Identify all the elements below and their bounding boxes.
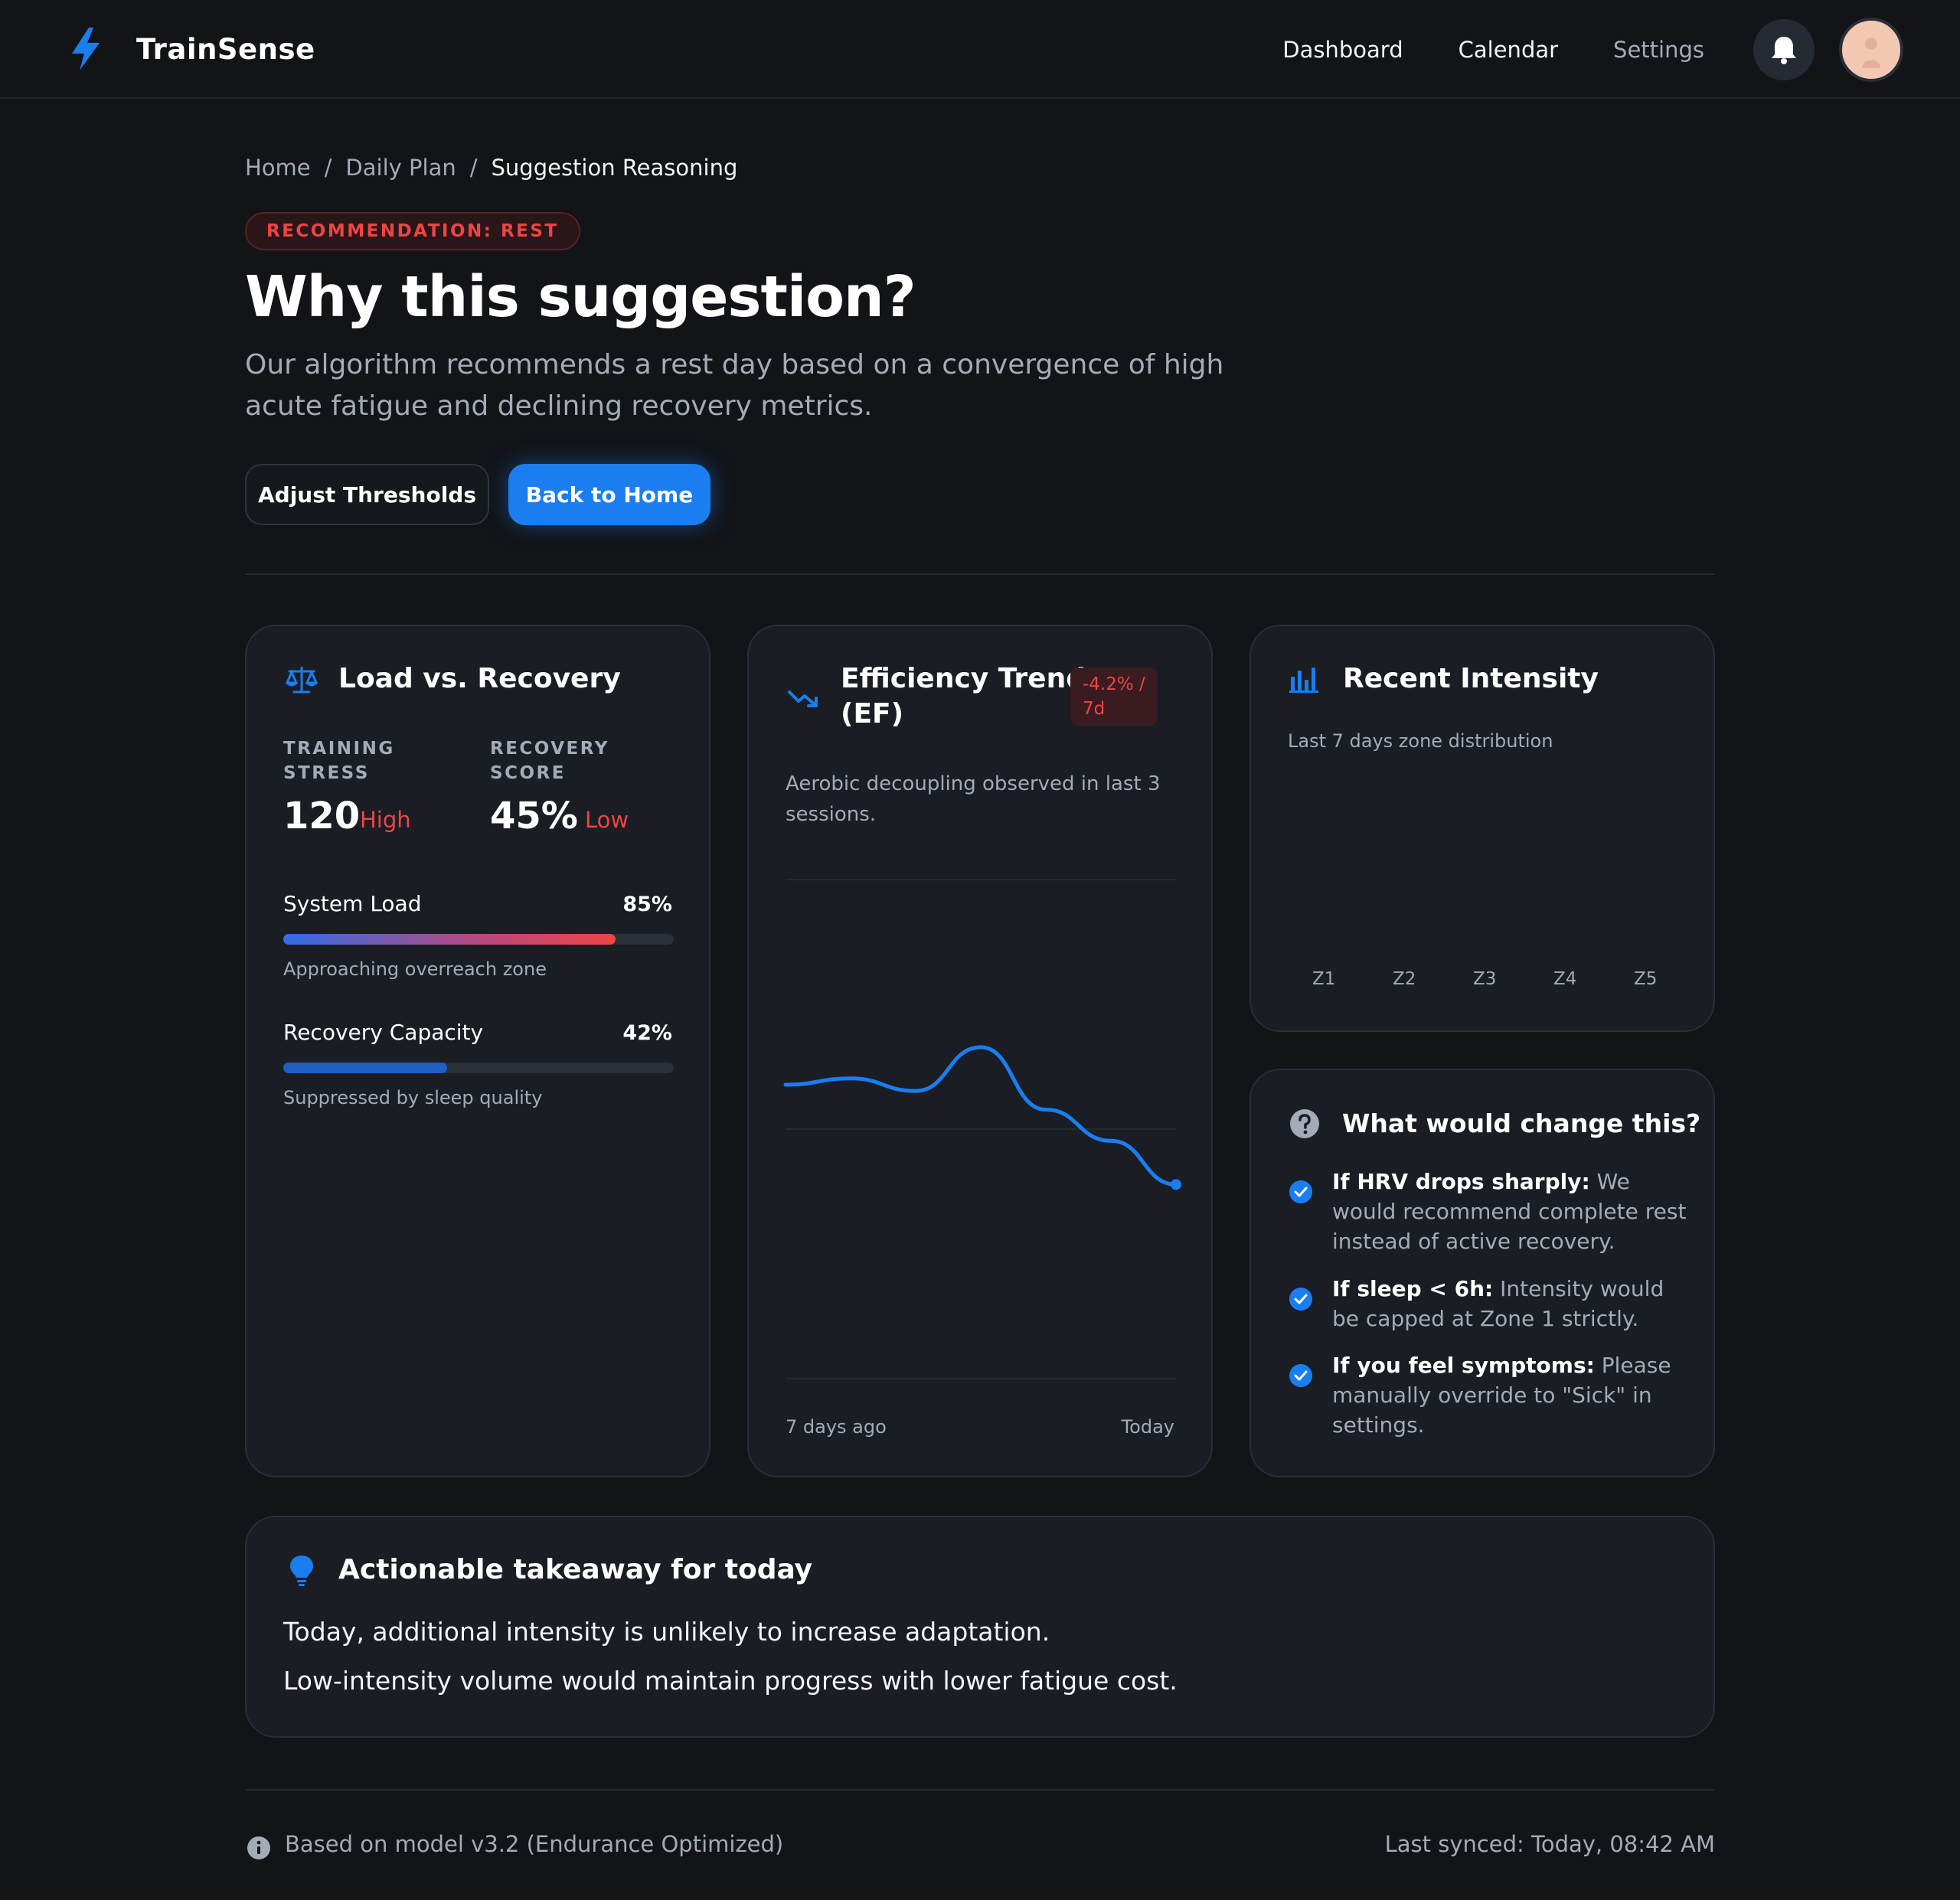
last-synced: Last synced: Today, 08:42 AM [1384, 1831, 1715, 1857]
breadcrumb-separator: / [469, 155, 478, 181]
label-line: RECOVERY [490, 739, 609, 759]
recovery-score-value: 45% [490, 795, 578, 837]
label-line: SCORE [490, 763, 566, 783]
system-load-hint: Approaching overreach zone [283, 958, 547, 980]
condition-title: If sleep < 6h: [1332, 1276, 1494, 1301]
brand[interactable]: TrainSense [67, 26, 315, 72]
app-name: TrainSense [136, 32, 315, 66]
check-circle-icon [1289, 1180, 1312, 1203]
card-title: What would change this? [1342, 1108, 1701, 1138]
training-stress-tag: High [360, 807, 411, 833]
question-icon [1290, 1109, 1319, 1138]
nav-calendar[interactable]: Calendar [1458, 36, 1559, 63]
training-stress-value: 120 [283, 795, 361, 837]
system-load-label: System Load [283, 891, 422, 916]
page-title: Why this suggestion? [245, 264, 916, 330]
divider [245, 573, 1715, 575]
recommendation-badge: RECOMMENDATION: REST [245, 212, 580, 250]
efficiency-line-chart [783, 1045, 1181, 1190]
trend-note: Aerobic decoupling observed in last 3 se… [786, 772, 1161, 826]
recovery-capacity-hint: Suppressed by sleep quality [283, 1087, 543, 1108]
adjust-thresholds-button[interactable]: Adjust Thresholds [245, 464, 489, 525]
breadcrumb-separator: / [324, 155, 332, 181]
x-axis-start-label: 7 days ago [786, 1416, 887, 1438]
intensity-subtitle: Last 7 days zone distribution [1288, 730, 1553, 752]
nav-settings[interactable]: Settings [1613, 36, 1704, 63]
breadcrumb-current: Suggestion Reasoning [491, 155, 738, 181]
what-would-change-card [1250, 1069, 1715, 1477]
divider [245, 1789, 1715, 1791]
title-line: Efficiency Trend [841, 663, 1086, 694]
check-circle-icon [1289, 1288, 1312, 1311]
recovery-capacity-fill [283, 1063, 448, 1073]
grid-line [786, 1128, 1176, 1130]
delta-line: -4.2% / [1083, 674, 1145, 694]
condition-title: If you feel symptoms: [1332, 1353, 1595, 1378]
notifications-button[interactable] [1753, 18, 1815, 80]
system-load-bar [283, 934, 674, 945]
bar-chart-icon [1289, 668, 1318, 693]
efficiency-trend-card: Efficiency Trend (EF) -4.2% / 7d Aerobic… [747, 625, 1213, 1477]
delta-line: 7d [1083, 699, 1106, 719]
card-title: Load vs. Recovery [338, 663, 621, 694]
title-line: (EF) [841, 698, 904, 730]
recovery-capacity-label: Recovery Capacity [283, 1020, 484, 1045]
breadcrumb-daily-plan[interactable]: Daily Plan [345, 155, 456, 181]
system-load-fill [283, 934, 616, 945]
change-condition-item: If you feel symptoms: Please manually ov… [1332, 1350, 1692, 1440]
zone-label: Z2 [1393, 969, 1416, 989]
label-line: STRESS [283, 763, 370, 783]
zone-label: Z5 [1634, 969, 1658, 989]
change-condition-item: If HRV drops sharply: We would recommend… [1332, 1167, 1692, 1256]
system-load-value: 85% [622, 893, 672, 916]
efficiency-series-line [783, 1045, 1178, 1187]
recovery-capacity-bar [283, 1063, 674, 1073]
recent-intensity-card: Recent Intensity Last 7 days zone distri… [1250, 625, 1715, 1032]
condition-text: We would recommend complete rest instead… [1332, 1169, 1687, 1254]
model-info: Based on model v3.2 (Endurance Optimized… [285, 1831, 784, 1857]
grid-line [786, 1378, 1176, 1379]
zone-label: Z1 [1312, 969, 1336, 989]
trending-down-icon [788, 690, 818, 707]
top-navigation-bar: TrainSense Dashboard Calendar Settings [0, 0, 1960, 99]
zone-label: Z4 [1553, 969, 1577, 989]
card-title: Efficiency Trend (EF) [841, 661, 1086, 732]
condition-text: Please manually override to "Sick" in se… [1332, 1353, 1671, 1438]
info-icon [247, 1836, 270, 1859]
zone-label: Z3 [1473, 969, 1497, 989]
page-description: Our algorithm recommends a rest day base… [245, 349, 1224, 422]
takeaway-line: Today, additional intensity is unlikely … [283, 1617, 1050, 1647]
change-condition-item: If sleep < 6h: Intensity would be capped… [1332, 1274, 1692, 1334]
condition-text: Intensity would be capped at Zone 1 stri… [1332, 1276, 1664, 1331]
scale-icon [285, 666, 318, 694]
actionable-takeaway-card [245, 1516, 1715, 1738]
breadcrumb-home[interactable]: Home [245, 155, 311, 181]
user-avatar-icon [1862, 37, 1880, 68]
nav-dashboard[interactable]: Dashboard [1282, 36, 1403, 63]
avatar[interactable] [1839, 17, 1903, 82]
efficiency-latest-point [1171, 1179, 1181, 1190]
lightning-bolt-icon [72, 28, 100, 70]
load-recovery-card: Load vs. Recovery TRAINING STRESS 120 Hi… [245, 625, 710, 1477]
label-line: TRAINING [283, 739, 395, 759]
card-title: Actionable takeaway for today [338, 1554, 813, 1585]
takeaway-line: Low-intensity volume would maintain prog… [283, 1666, 1178, 1696]
recovery-score-label: RECOVERY SCORE [490, 736, 609, 785]
back-to-home-button[interactable]: Back to Home [508, 464, 710, 525]
condition-title: If HRV drops sharply: [1332, 1169, 1590, 1194]
lightbulb-icon [290, 1556, 313, 1586]
training-stress-label: TRAINING STRESS [283, 736, 395, 785]
recovery-score-tag: Low [585, 807, 629, 833]
main-nav: Dashboard Calendar Settings [1282, 0, 1960, 99]
breadcrumb: Home / Daily Plan / Suggestion Reasoning [245, 155, 737, 181]
bell-icon [1772, 36, 1796, 64]
card-title: Recent Intensity [1343, 663, 1599, 694]
recovery-capacity-value: 42% [622, 1021, 672, 1045]
trend-delta-badge: -4.2% / 7d [1070, 668, 1158, 726]
check-circle-icon [1289, 1364, 1312, 1387]
grid-line [786, 879, 1176, 880]
x-axis-end-label: Today [1121, 1416, 1174, 1438]
